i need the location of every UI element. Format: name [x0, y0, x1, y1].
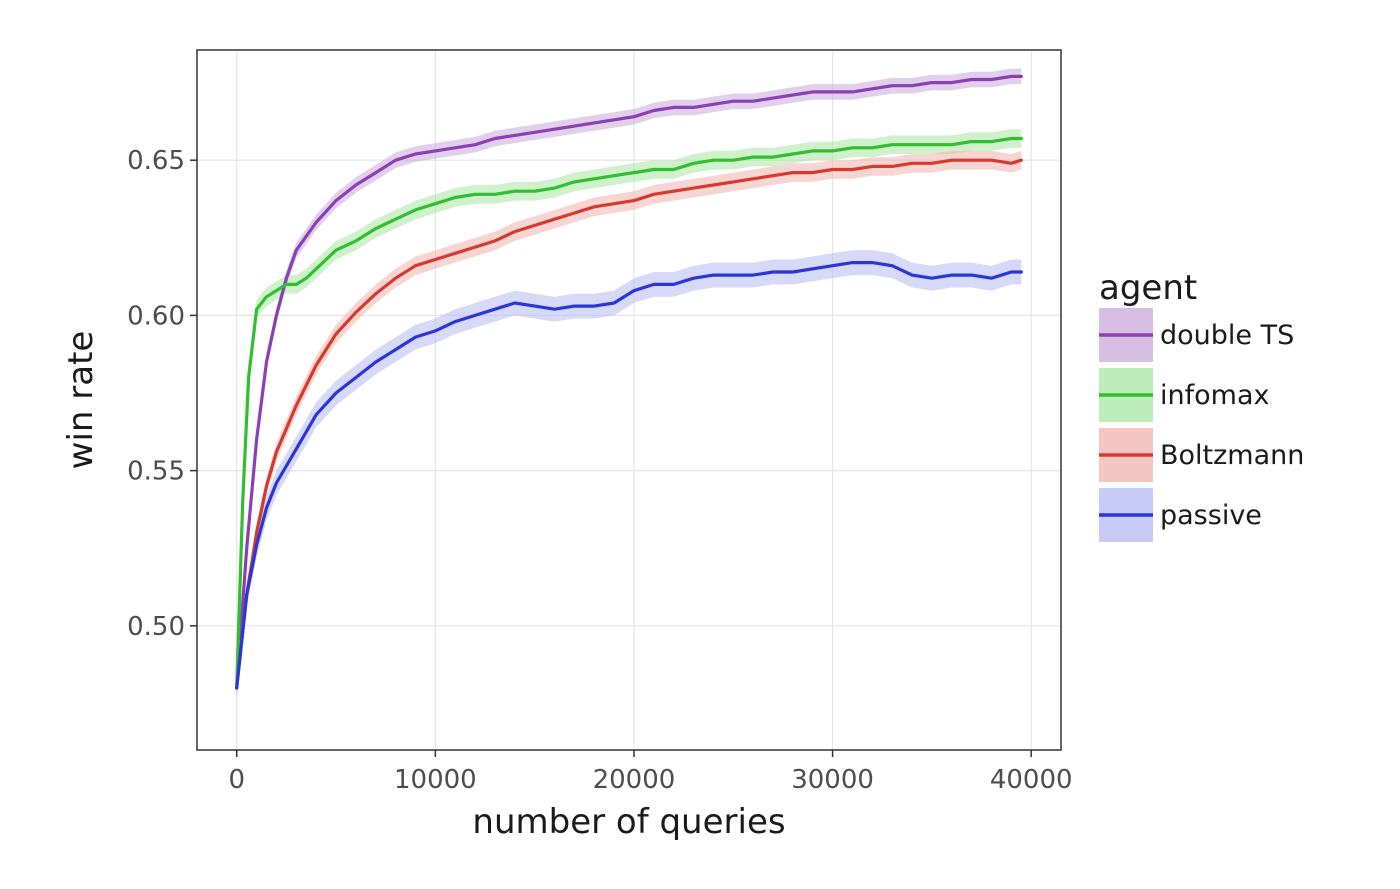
x-tick-label: 10000: [394, 765, 477, 795]
line-infomax: [235, 136, 1023, 690]
y-tick-label: 0.50: [127, 612, 185, 642]
legend-label-double-ts: double TS: [1160, 320, 1294, 351]
y-tick-label: 0.65: [127, 146, 185, 176]
y-tick-label: 0.60: [127, 301, 185, 331]
legend-label-passive: passive: [1160, 500, 1262, 531]
line-passive: [235, 261, 1023, 690]
line-boltzmann: [235, 158, 1023, 690]
x-tick-label: 20000: [593, 765, 676, 795]
x-axis-title: number of queries: [472, 802, 785, 842]
legend-label-boltzmann: Boltzmann: [1160, 440, 1304, 471]
line-double-ts: [235, 74, 1023, 690]
y-axis-ticks: 0.50 0.55 0.60 0.65: [127, 146, 197, 642]
x-tick-label: 40000: [990, 765, 1073, 795]
series-lines: [235, 74, 1023, 690]
x-axis-ticks: 0 10000 20000 30000 40000: [228, 750, 1073, 795]
legend-label-infomax: infomax: [1160, 380, 1269, 411]
x-tick-label: 0: [228, 765, 245, 795]
y-axis-title: win rate: [61, 331, 101, 470]
legend: agent double TS infomax Boltzmann passive: [1099, 268, 1304, 542]
y-tick-label: 0.55: [127, 457, 185, 487]
x-tick-label: 30000: [791, 765, 874, 795]
plot-panel-border: [196, 49, 1062, 751]
legend-title: agent: [1099, 268, 1197, 308]
